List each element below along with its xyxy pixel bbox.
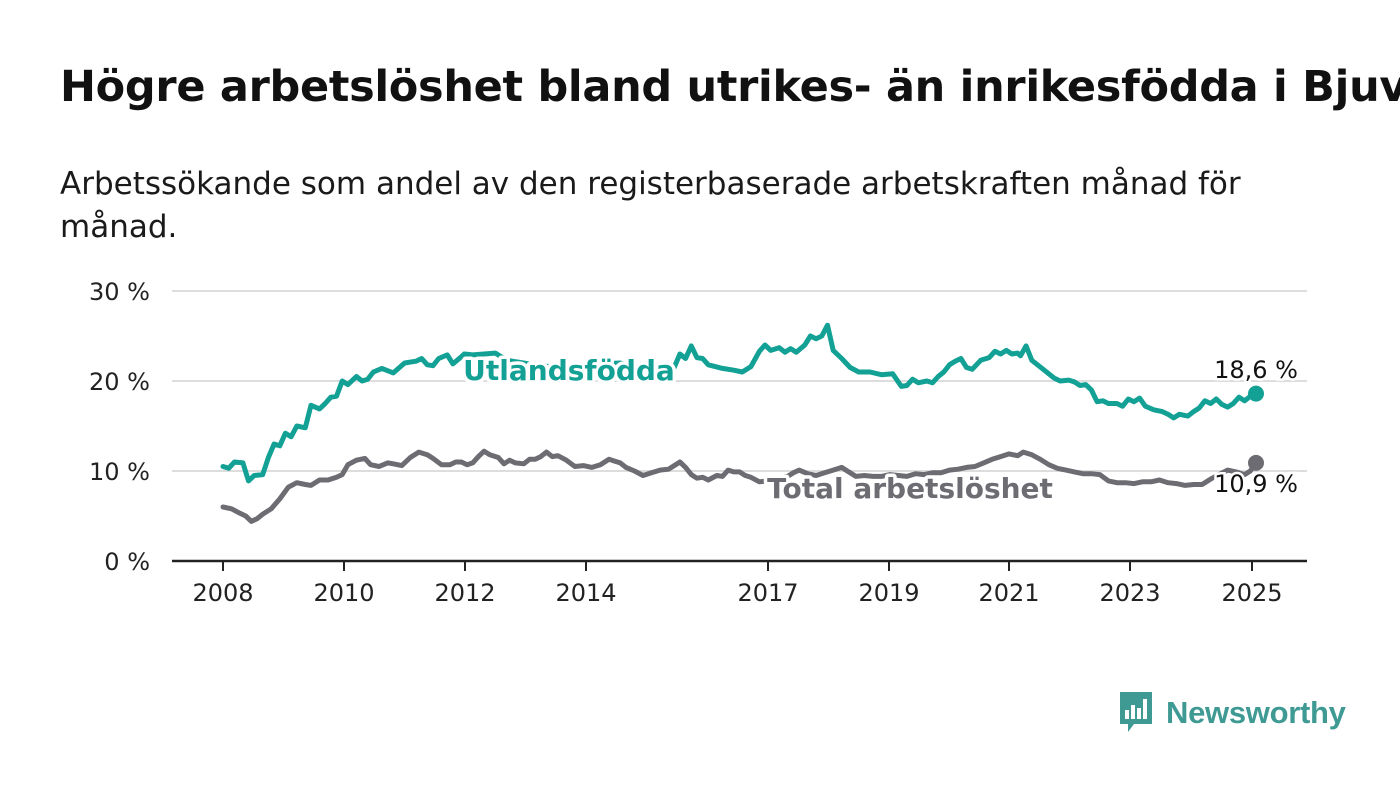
chart-subtitle: Arbetssökande som andel av den registerb… bbox=[60, 166, 1241, 245]
x-tick-label: 2010 bbox=[313, 579, 374, 607]
y-tick-label: 10 % bbox=[89, 458, 150, 486]
series-labels: Utlandsfödda Total arbetslöshet 18,6 % 10,9… bbox=[460, 351, 1301, 509]
x-tick-label: 2017 bbox=[737, 579, 798, 607]
y-tick-label: 0 % bbox=[104, 548, 150, 576]
series-label-total: Total arbetslöshet bbox=[767, 472, 1053, 505]
series-total-line bbox=[220, 448, 1259, 524]
x-tick-label: 2014 bbox=[555, 579, 616, 607]
end-label-total: 10,9 % bbox=[1214, 470, 1298, 498]
x-tick-label: 2019 bbox=[858, 579, 919, 607]
series-foreign-born-end-dot bbox=[1248, 385, 1264, 402]
newsworthy-icon bbox=[1120, 692, 1152, 732]
x-tick-label: 2012 bbox=[434, 579, 495, 607]
brand-logo: Newsworthy bbox=[1118, 690, 1346, 736]
series-lines bbox=[220, 322, 1264, 524]
y-tick-label: 20 % bbox=[89, 368, 150, 396]
x-tick-label: 2008 bbox=[192, 579, 253, 607]
x-tick-label: 2025 bbox=[1221, 579, 1282, 607]
y-tick-label: 30 % bbox=[89, 278, 150, 306]
x-axis-ticks: 2008 2010 2012 2014 2017 2019 2021 2023 2025 bbox=[192, 561, 1283, 607]
series-foreign-born-line bbox=[220, 322, 1259, 484]
brand-name: Newsworthy bbox=[1166, 695, 1346, 730]
x-tick-label: 2021 bbox=[978, 579, 1039, 607]
x-tick-label: 2023 bbox=[1099, 579, 1160, 607]
series-total-end-dot bbox=[1248, 454, 1264, 471]
chart-title: Högre arbetslöshet bland utrikes- än inr… bbox=[60, 62, 1400, 112]
y-axis-ticks: 0 % 10 % 20 % 30 % bbox=[89, 278, 150, 576]
series-label-foreign-born: Utlandsfödda bbox=[463, 354, 675, 387]
end-label-foreign-born: 18,6 % bbox=[1214, 356, 1298, 384]
